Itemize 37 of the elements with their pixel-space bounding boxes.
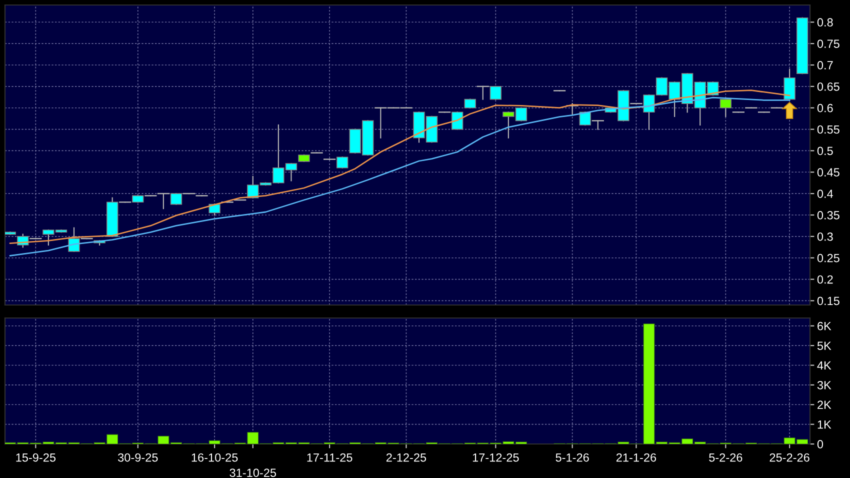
y-tick-label: 0.65 [817,82,840,91]
x-tick-label: 2-12-25 [386,453,426,462]
y-tick-label: 0.55 [817,125,840,134]
x-tick-label: 16-10-25 [192,453,238,462]
y-tick-label: 0.15 [817,296,840,306]
x-tick-label: 30-9-25 [118,453,158,462]
y-tick-label: 4K [817,361,832,370]
y-tick-label: 0.45 [817,168,840,177]
x-tick-label: 21-1-26 [616,453,656,462]
y-tick-label: 1K [818,420,832,429]
candlestick [566,103,578,115]
y-tick-label: 0.75 [817,40,840,48]
candlestick [784,68,796,100]
y-tick-label: 2K [818,400,832,409]
y-tick-label: 0.35 [817,211,840,220]
candlestick [157,192,170,210]
y-tick-label: 0.2 [817,275,833,284]
y-tick-label: 0 [817,440,824,448]
y-tick-label: 0.6 [817,104,833,112]
x-tick-label: 5-2-26 [709,453,742,462]
y-tick-label: 0.4 [817,190,834,198]
candlestick [476,86,489,100]
x-tick-label: 31-10-25 [230,468,276,477]
y-tick-label: 0.3 [817,232,833,241]
x-tick-label: 5-1-26 [556,453,589,462]
x-tick-label: 15-9-25 [16,453,56,462]
y-tick-label: 0.25 [817,254,840,262]
y-tick-label: 6K [818,322,832,330]
candlestick [720,98,732,117]
x-tick-label: 17-12-25 [472,453,519,462]
y-tick-label: 0.8 [817,18,833,27]
x-tick-label: 25-2-26 [770,453,810,462]
y-tick-label: 5K [817,342,832,350]
y-tick-label: 0.7 [817,61,833,70]
y-tick-label: 3K [817,380,832,390]
x-tick-label: 17-11-25 [307,453,352,462]
y-tick-label: 0.5 [817,146,833,156]
